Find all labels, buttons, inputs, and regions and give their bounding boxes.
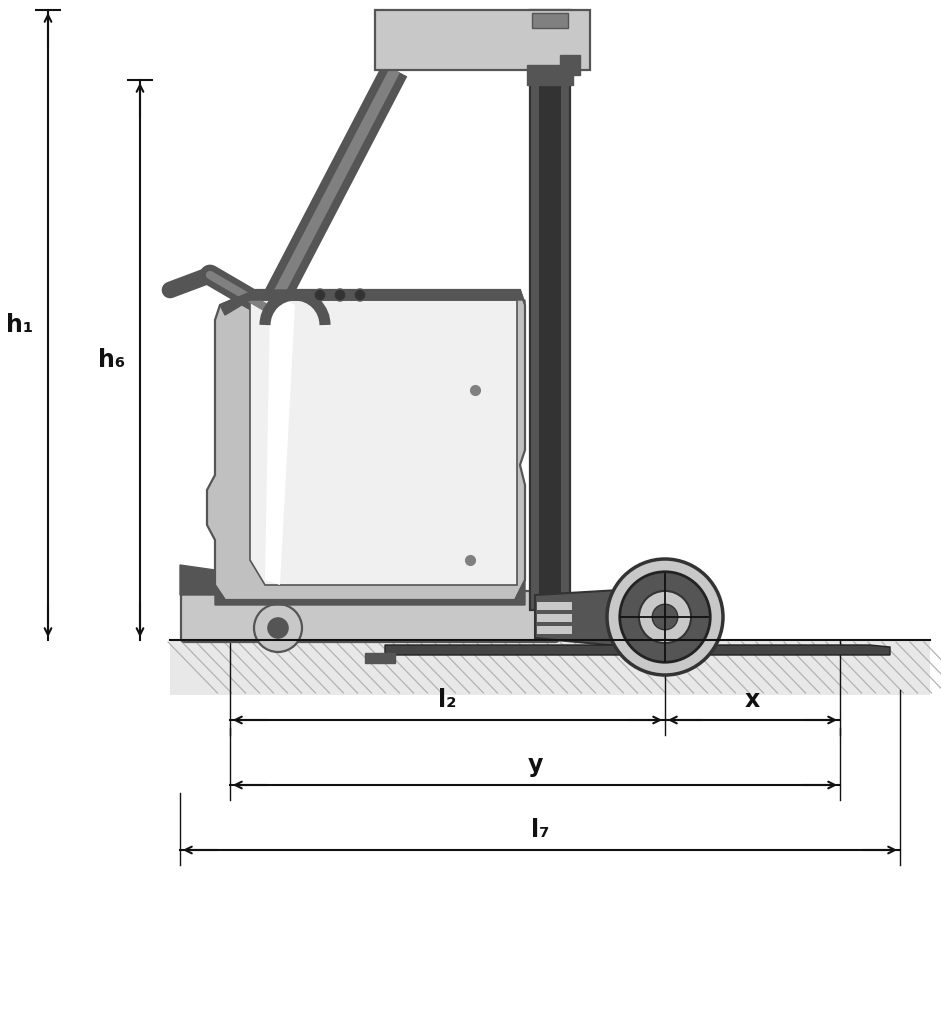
Circle shape [334, 289, 346, 301]
Bar [537, 614, 572, 622]
Bar [539, 10, 561, 610]
Text: l₇: l₇ [531, 818, 550, 842]
Polygon shape [385, 645, 890, 655]
Text: y: y [527, 753, 543, 777]
Circle shape [314, 289, 326, 301]
Bar [170, 640, 930, 695]
Circle shape [652, 604, 678, 630]
Text: h₆: h₆ [99, 348, 125, 372]
Bar [375, 10, 590, 70]
Bar [537, 626, 572, 634]
Polygon shape [180, 565, 215, 595]
Bar [532, 13, 568, 28]
Text: x: x [745, 688, 760, 712]
Circle shape [620, 571, 710, 663]
Bar [537, 602, 572, 610]
Polygon shape [207, 290, 525, 600]
Text: l₂: l₂ [439, 688, 456, 712]
Bar [560, 55, 580, 75]
Circle shape [639, 591, 691, 643]
FancyBboxPatch shape [181, 591, 559, 642]
Polygon shape [265, 300, 295, 585]
Polygon shape [535, 587, 670, 648]
Bar [530, 10, 570, 610]
Text: h₁: h₁ [7, 313, 34, 337]
Circle shape [268, 617, 288, 638]
Bar [365, 653, 395, 663]
Circle shape [254, 604, 302, 652]
Polygon shape [250, 300, 517, 585]
Polygon shape [215, 580, 525, 605]
Polygon shape [220, 290, 525, 315]
Bar [527, 65, 573, 85]
Circle shape [607, 559, 723, 675]
Circle shape [354, 289, 366, 301]
